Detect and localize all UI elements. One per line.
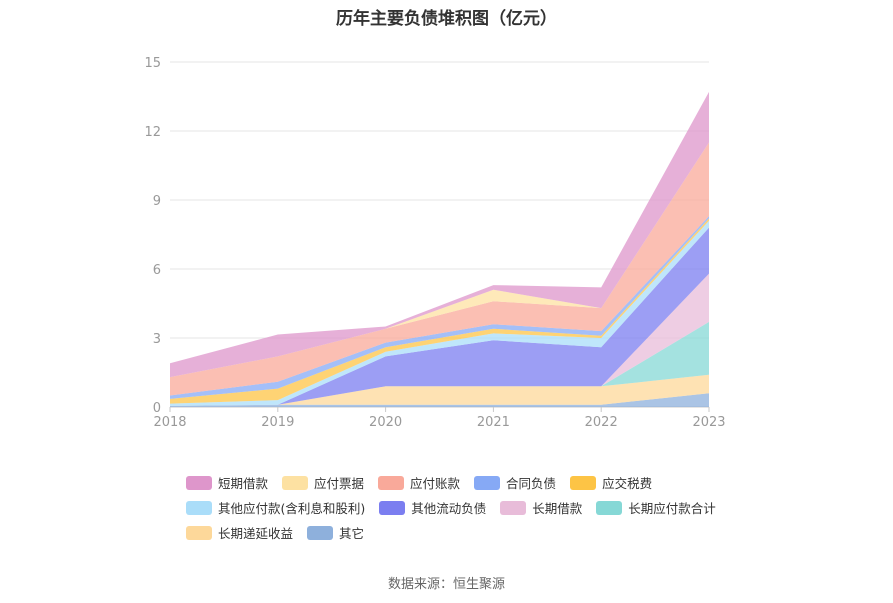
y-tick-label: 15 <box>144 56 161 71</box>
legend-item[interactable]: 其它 <box>307 523 364 542</box>
y-tick-label: 0 <box>153 401 161 416</box>
legend-label: 合同负债 <box>506 476 557 491</box>
legend-swatch <box>570 475 597 490</box>
x-tick-label: 2022 <box>585 415 618 430</box>
x-tick-label: 2018 <box>153 415 186 430</box>
y-tick-label: 6 <box>153 263 161 278</box>
area-series-0[interactable] <box>170 393 709 407</box>
legend-item[interactable]: 其他流动负债 <box>379 498 486 517</box>
legend-swatch <box>186 525 212 540</box>
legend-swatch <box>474 475 501 490</box>
legend-label: 长期借款 <box>532 501 583 516</box>
y-tick-label: 3 <box>153 332 161 347</box>
legend-swatch <box>378 475 405 490</box>
legend-row: 长期递延收益 其它 <box>186 520 746 545</box>
legend-item[interactable]: 其他应付款(含利息和股利) <box>186 498 365 517</box>
legend-item[interactable]: 长期应付款合计 <box>596 498 716 517</box>
legend-swatch <box>596 500 623 515</box>
legend-item[interactable]: 合同负债 <box>474 473 556 492</box>
legend-swatch <box>500 500 527 515</box>
legend-item[interactable]: 应交税费 <box>570 473 652 492</box>
area-series-8[interactable] <box>170 142 709 396</box>
legend-item[interactable]: 长期借款 <box>500 498 582 517</box>
legend-label: 应付账款 <box>410 476 461 491</box>
legend-label: 短期借款 <box>218 476 269 491</box>
legend-row: 短期借款 应付票据 应付账款 合同负债 应交税费 <box>186 470 746 495</box>
legend-label: 应付票据 <box>314 476 365 491</box>
y-tick-label: 9 <box>153 194 161 209</box>
axes: 0 3 6 9 12 15 2018 2019 2020 2021 2022 2023 <box>144 56 725 430</box>
legend-swatch <box>186 500 212 515</box>
data-source-note: 数据来源：恒生聚源 <box>387 577 505 592</box>
chart-title: 历年主要负债堆积图（亿元） <box>336 9 557 29</box>
legend-swatch <box>186 475 212 490</box>
legend-item[interactable]: 应付票据 <box>282 473 364 492</box>
legend-label: 其他流动负债 <box>411 501 487 516</box>
legend-label: 长期应付款合计 <box>628 501 716 516</box>
legend-label: 其它 <box>339 526 365 541</box>
legend-item[interactable]: 应付账款 <box>378 473 460 492</box>
area-series-1[interactable] <box>170 374 709 406</box>
x-tick-label: 2021 <box>477 415 510 430</box>
legend-label: 长期递延收益 <box>218 526 294 541</box>
legend-item[interactable]: 短期借款 <box>186 473 268 492</box>
x-tick-label: 2019 <box>261 415 294 430</box>
area-series <box>170 91 709 407</box>
legend-swatch <box>282 475 309 490</box>
area-series-4[interactable] <box>170 227 709 406</box>
x-tick-label: 2023 <box>692 415 725 430</box>
y-tick-label: 12 <box>144 125 161 140</box>
legend-swatch <box>379 500 406 515</box>
legend-label: 应交税费 <box>602 476 653 491</box>
legend-item[interactable]: 长期递延收益 <box>186 523 293 542</box>
legend: 短期借款 应付票据 应付账款 合同负债 应交税费 其他应付款(含利息和股利) 其他流动负债长… <box>186 470 746 545</box>
legend-label: 其他应付款(含利息和股利) <box>218 501 366 516</box>
legend-swatch <box>307 525 334 540</box>
x-tick-label: 2020 <box>369 415 402 430</box>
legend-row: 其他应付款(含利息和股利) 其他流动负债 长期借款 长期应付款合计 <box>186 495 746 520</box>
